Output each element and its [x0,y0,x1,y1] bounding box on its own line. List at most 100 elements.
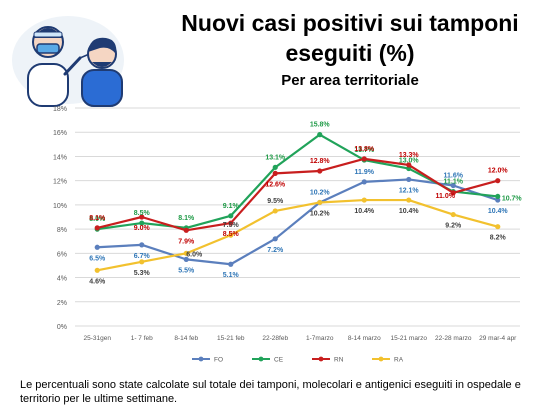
data-label-rn: 11.0% [436,193,456,200]
data-label-rn: 8.1% [89,215,106,222]
legend-label-fo: FO [214,357,223,364]
data-label-rn: 7.9% [178,238,195,245]
data-label-rn: 9.0% [134,225,151,232]
data-label-ce: 13.1% [265,154,286,161]
data-point-ce [272,164,278,170]
data-label-fo: 6.7% [134,253,151,260]
data-point-ra [361,197,367,203]
data-label-fo: 11.6% [444,173,464,180]
data-label-rn: 12.6% [265,181,286,188]
legend-marker-ce [258,356,264,362]
y-tick-label: 0% [57,324,67,331]
data-label-fo: 10.4% [488,208,509,215]
y-tick-label: 8% [57,227,67,234]
data-label-ce: 9.1% [223,203,240,210]
data-point-rn [94,225,100,231]
data-point-fo [183,256,189,262]
data-point-fo [272,236,278,242]
data-point-rn [495,178,501,184]
x-tick-label: 15-21 marzo [391,335,428,342]
data-point-rn [406,162,412,168]
data-label-ra: 9.5% [267,198,284,205]
data-point-ce [317,132,323,138]
x-tick-label: 15-21 feb [217,335,245,342]
y-tick-label: 12% [53,179,67,186]
data-label-ra: 9.2% [445,223,462,230]
data-label-fo: 10.2% [310,189,331,196]
data-point-ra [317,199,323,206]
data-point-fo [361,179,367,185]
data-point-rn [139,214,145,220]
x-tick-label: 8-14 marzo [348,335,381,342]
data-label-fo: 12.1% [399,187,420,194]
data-label-ra: 4.6% [89,278,106,285]
data-label-rn: 13.8% [354,146,375,153]
data-point-rn [183,227,189,233]
data-label-fo: 5.5% [178,267,195,274]
data-point-fo [495,197,501,203]
series-line-rn [96,157,499,232]
line-chart: 0% 2% 4% 6% 8% 10% 12% 14% 16% 18% 25-31gen 1- 7 fe… [53,106,522,364]
y-tick-label: 6% [57,251,67,258]
x-tick-label: 25-31gen [84,335,112,342]
footnote: Le percentuali sono state calcolate sul … [20,379,521,405]
data-point-ra [495,224,501,230]
data-label-fo: 11.9% [355,169,375,176]
legend-marker-ra [378,356,384,362]
data-point-ra [139,259,145,265]
data-point-ra [272,208,278,214]
data-point-fo [94,244,100,250]
data-point-ce [228,213,234,219]
y-tick-label: 4% [57,276,67,283]
data-label-ce: 8.5% [134,210,151,217]
swab-test-illustration-icon [12,16,124,107]
data-label-fo: 5.1% [223,272,240,279]
legend-label-rn: RN [334,357,344,364]
data-label-ce: 15.8% [310,122,331,129]
data-label-fo: 7.2% [267,247,284,254]
data-label-ra: 10.4% [399,208,420,215]
data-point-fo [450,182,456,189]
data-point-rn [317,168,323,174]
legend-label-ce: CE [274,357,284,364]
x-tick-label: 22-28 marzo [435,335,472,342]
data-label-ra: 8.2% [490,235,507,242]
data-point-rn [361,156,367,162]
data-label-ce: 8.0% [89,216,106,223]
x-tick-label: 1- 7 feb [131,335,153,342]
data-label-ra: 5.3% [134,270,151,277]
legend-marker-fo [198,356,204,362]
data-point-ce [495,193,501,200]
data-point-ra [450,211,456,218]
data-point-fo [406,176,412,183]
legend-marker-rn [318,356,324,362]
x-tick-label: 29 mar-4 apr [479,335,517,342]
page-subtitle: Per area territoriale [281,72,419,89]
x-tick-label: 8-14 feb [174,335,198,342]
x-tick-label: 22-28feb [262,335,288,342]
data-point-ce [406,165,412,172]
data-point-rn [272,170,278,176]
data-point-ra [228,232,234,238]
data-label-ce: 8.1% [178,215,195,222]
series-line-ra [97,198,499,272]
data-label-rn: 8.5% [223,231,240,238]
data-point-ce [139,220,145,226]
data-label-ce: 13.0% [399,158,420,165]
data-label-rn: 12.0% [488,168,509,175]
data-label-fo: 6.5% [89,255,106,262]
data-point-ra [94,267,100,273]
y-tick-label: 18% [53,106,67,113]
data-point-rn [450,190,456,196]
data-point-fo [139,242,145,248]
data-label-ra: 10.2% [310,210,331,217]
data-label-ra: 6.0% [186,251,203,258]
series-line-fo [97,178,499,266]
data-label-ra: 10.4% [354,208,375,215]
data-label-rn: 13.3% [399,152,420,159]
data-label-ce: 11.1% [444,179,464,186]
data-label-ce: 13.7% [354,147,375,154]
data-point-fo [228,261,234,267]
y-tick-label: 2% [57,300,67,307]
y-tick-label: 16% [53,130,67,137]
